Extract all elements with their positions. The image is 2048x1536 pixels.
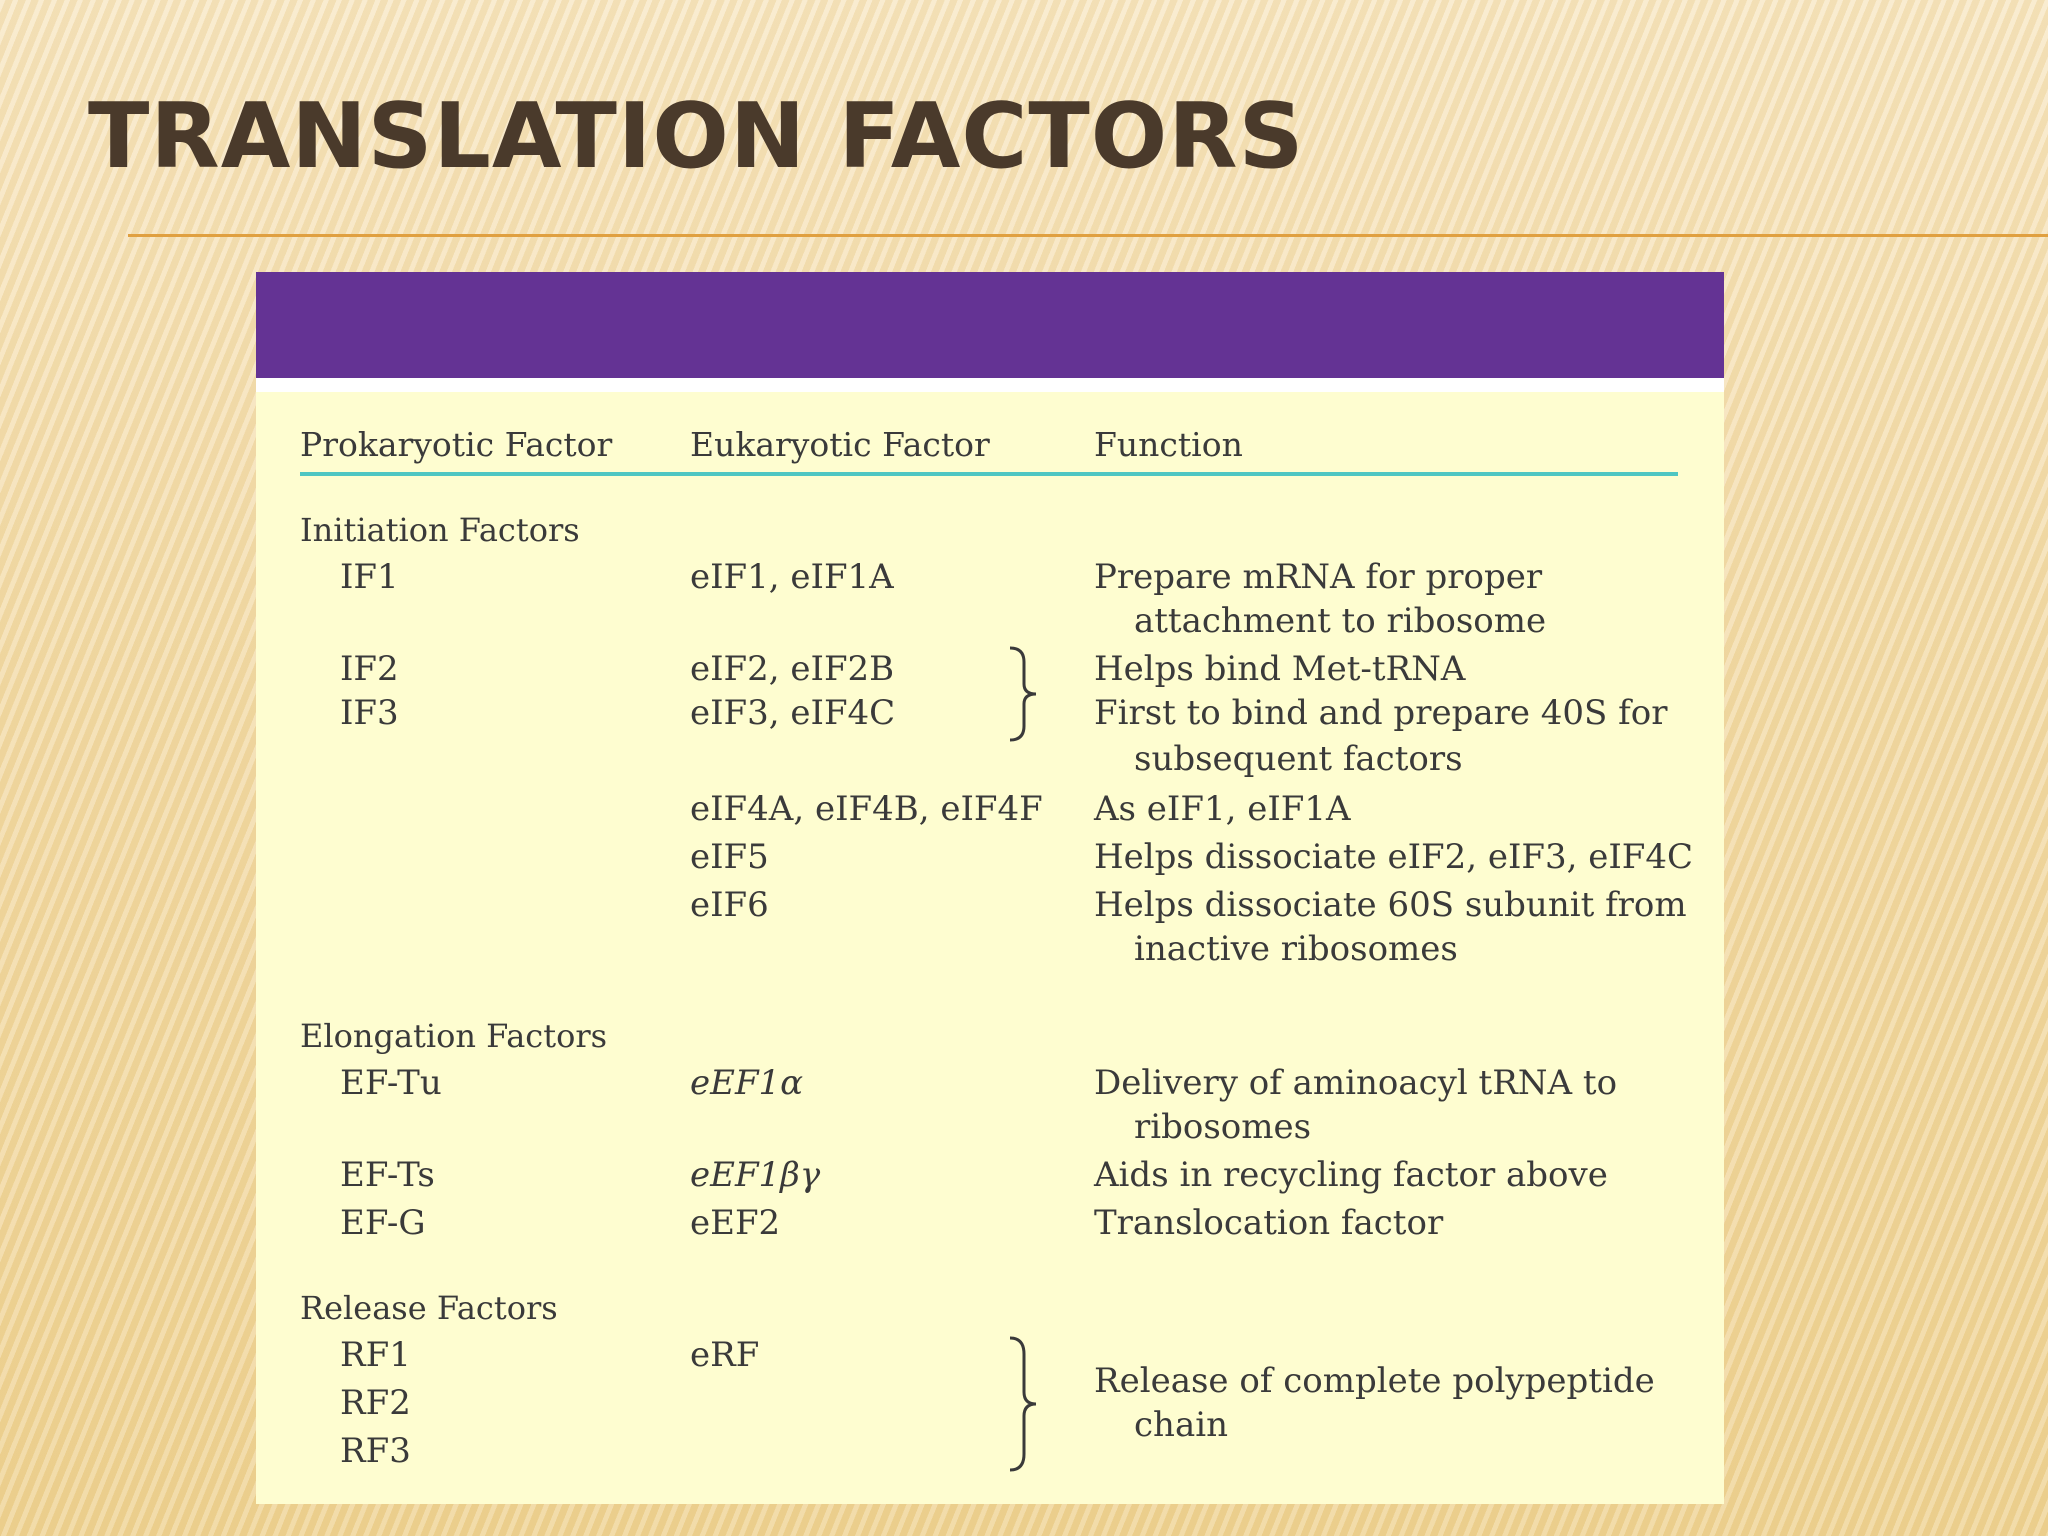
- cell-eukaryotic: eEF2: [690, 1203, 781, 1243]
- cell-function: Release of complete polypeptide: [1094, 1361, 1655, 1401]
- cell-function: As eIF1, eIF1A: [1094, 789, 1351, 829]
- right-brace-icon: [1009, 646, 1037, 742]
- cell-function: Aids in recycling factor above: [1094, 1155, 1608, 1195]
- section-initiation-factors: Initiation Factors: [300, 511, 580, 549]
- cell-eukaryotic: eIF3, eIF4C: [690, 693, 896, 733]
- cell-eukaryotic: eIF5: [690, 837, 769, 877]
- cell-eukaryotic: eEF1βγ: [690, 1155, 821, 1195]
- cell-function: Delivery of aminoacyl tRNA to: [1094, 1063, 1618, 1103]
- table-header-band: [256, 272, 1724, 378]
- cell-function-continued: attachment to ribosome: [1134, 601, 1547, 641]
- factors-table-panel: Prokaryotic Factor Eukaryotic Factor Fun…: [256, 272, 1724, 1504]
- cell-eukaryotic: eIF4A, eIF4B, eIF4F: [690, 789, 1043, 829]
- col-header-eukaryotic: Eukaryotic Factor: [690, 425, 990, 464]
- cell-eukaryotic: eEF1α: [690, 1063, 804, 1103]
- cell-function: Helps bind Met-tRNA: [1094, 649, 1466, 689]
- cell-prokaryotic: EF-G: [340, 1203, 426, 1243]
- section-release-factors: Release Factors: [300, 1289, 558, 1327]
- cell-prokaryotic: IF3: [340, 693, 399, 733]
- table-band-gap: [256, 378, 1724, 392]
- col-header-function: Function: [1094, 425, 1243, 464]
- cell-prokaryotic: RF3: [340, 1431, 411, 1471]
- cell-function: Helps dissociate eIF2, eIF3, eIF4C: [1094, 837, 1694, 877]
- cell-eukaryotic: eIF2, eIF2B: [690, 649, 895, 689]
- cell-prokaryotic: RF1: [340, 1335, 411, 1375]
- cell-prokaryotic: RF2: [340, 1383, 411, 1423]
- cell-eukaryotic: eIF1, eIF1A: [690, 557, 894, 597]
- cell-eukaryotic: eRF: [690, 1335, 760, 1375]
- cell-prokaryotic: EF-Ts: [340, 1155, 435, 1195]
- cell-prokaryotic: IF2: [340, 649, 399, 689]
- cell-function: First to bind and prepare 40S for: [1094, 693, 1668, 733]
- col-header-prokaryotic: Prokaryotic Factor: [300, 425, 613, 464]
- title-underline: [128, 234, 2048, 237]
- cell-function: Prepare mRNA for proper: [1094, 557, 1543, 597]
- section-elongation-factors: Elongation Factors: [300, 1017, 608, 1055]
- cell-eukaryotic: eIF6: [690, 885, 769, 925]
- cell-prokaryotic: EF-Tu: [340, 1063, 442, 1103]
- cell-function: Translocation factor: [1094, 1203, 1444, 1243]
- cell-function: Helps dissociate 60S subunit from: [1094, 885, 1687, 925]
- cell-function-continued: ribosomes: [1134, 1107, 1312, 1147]
- header-rule: [300, 472, 1678, 476]
- cell-function-continued: subsequent factors: [1134, 739, 1463, 779]
- cell-function-continued: chain: [1134, 1405, 1228, 1445]
- cell-prokaryotic: IF1: [340, 557, 399, 597]
- cell-function-continued: inactive ribosomes: [1134, 929, 1458, 969]
- slide-title: TRANSLATION FACTORS: [88, 84, 1305, 189]
- right-brace-icon: [1009, 1336, 1037, 1472]
